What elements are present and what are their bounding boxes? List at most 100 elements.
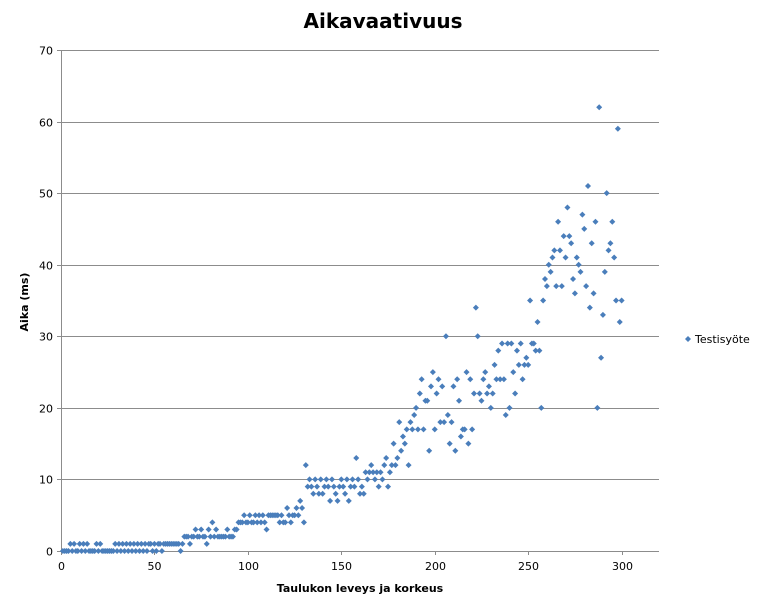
y-tick-label: 10 <box>39 474 53 487</box>
data-point <box>381 462 388 469</box>
data-point <box>385 483 392 490</box>
data-point <box>295 512 302 519</box>
data-point <box>121 548 128 554</box>
data-point <box>482 369 489 376</box>
data-point <box>319 490 326 497</box>
data-point <box>472 304 479 311</box>
data-point <box>506 404 513 411</box>
data-point <box>263 526 270 533</box>
data-point <box>332 490 339 497</box>
data-point <box>405 462 412 469</box>
data-point <box>314 483 321 490</box>
data-point <box>579 211 586 218</box>
data-point <box>306 476 313 483</box>
data-point <box>465 440 472 447</box>
data-point <box>222 533 229 540</box>
data-point <box>420 426 427 433</box>
data-point <box>158 548 165 554</box>
data-point <box>487 404 494 411</box>
data-point <box>527 297 534 304</box>
data-point <box>594 404 601 411</box>
data-point <box>67 540 74 547</box>
data-point <box>278 512 285 519</box>
data-point <box>186 540 193 547</box>
data-point <box>224 526 231 533</box>
grid-lines <box>61 50 659 480</box>
data-point <box>357 490 363 497</box>
data-point <box>297 497 304 504</box>
data-point <box>386 469 393 476</box>
data-point <box>157 540 164 547</box>
data-point <box>153 548 160 554</box>
data-point <box>530 340 537 347</box>
data-point <box>241 512 248 519</box>
data-point <box>513 347 520 354</box>
data-point <box>512 390 519 397</box>
data-point <box>426 447 433 454</box>
data-point <box>65 548 72 554</box>
data-point <box>556 247 563 254</box>
data-point <box>375 483 382 490</box>
data-point <box>321 483 328 490</box>
data-point <box>327 497 334 504</box>
data-point <box>138 540 145 547</box>
data-point <box>293 505 300 512</box>
data-point <box>74 548 81 554</box>
data-point <box>304 483 311 490</box>
data-point <box>117 548 124 554</box>
data-point <box>414 426 421 433</box>
data-point <box>584 182 591 189</box>
data-point <box>125 548 132 554</box>
data-point <box>461 426 468 433</box>
data-point <box>534 318 541 325</box>
data-point <box>93 540 100 547</box>
data-point <box>431 426 438 433</box>
data-point <box>545 261 552 268</box>
data-point <box>246 512 253 519</box>
data-point <box>491 361 498 368</box>
y-tick-label: 0 <box>46 546 53 559</box>
data-point <box>442 333 449 340</box>
data-point <box>592 218 599 225</box>
data-point <box>353 454 360 461</box>
data-point <box>437 419 444 426</box>
data-point <box>71 540 78 547</box>
data-point <box>229 533 236 540</box>
legend-marker-icon <box>685 336 691 342</box>
tick-labels: 0 10 20 30 40 50 60 70 0 50 100 150 200 250 300 <box>39 45 633 574</box>
data-point <box>317 476 324 483</box>
data-point <box>394 454 401 461</box>
data-point <box>532 347 539 354</box>
data-point <box>360 490 367 497</box>
data-point <box>362 469 369 476</box>
data-point <box>192 526 199 533</box>
data-point <box>424 397 431 404</box>
data-point <box>396 419 403 426</box>
data-point <box>493 376 500 383</box>
data-point <box>577 268 584 275</box>
data-point <box>558 283 565 290</box>
data-point <box>134 540 141 547</box>
data-point <box>586 304 593 311</box>
data-point <box>560 233 567 240</box>
data-point <box>467 376 474 383</box>
data-point <box>336 483 343 490</box>
data-point <box>149 548 156 554</box>
data-point <box>523 354 530 361</box>
data-point <box>457 433 464 440</box>
data-point <box>521 361 528 368</box>
data-point <box>201 533 208 540</box>
data-point <box>302 462 309 469</box>
data-point <box>147 540 154 547</box>
data-point <box>441 419 448 426</box>
data-point <box>151 540 158 547</box>
data-point <box>84 540 91 547</box>
data-point <box>542 276 549 283</box>
data-point <box>371 476 378 483</box>
data-point <box>510 369 517 376</box>
data-point <box>291 512 298 519</box>
data-point <box>575 261 582 268</box>
data-point <box>614 125 621 132</box>
data-point <box>110 548 117 554</box>
